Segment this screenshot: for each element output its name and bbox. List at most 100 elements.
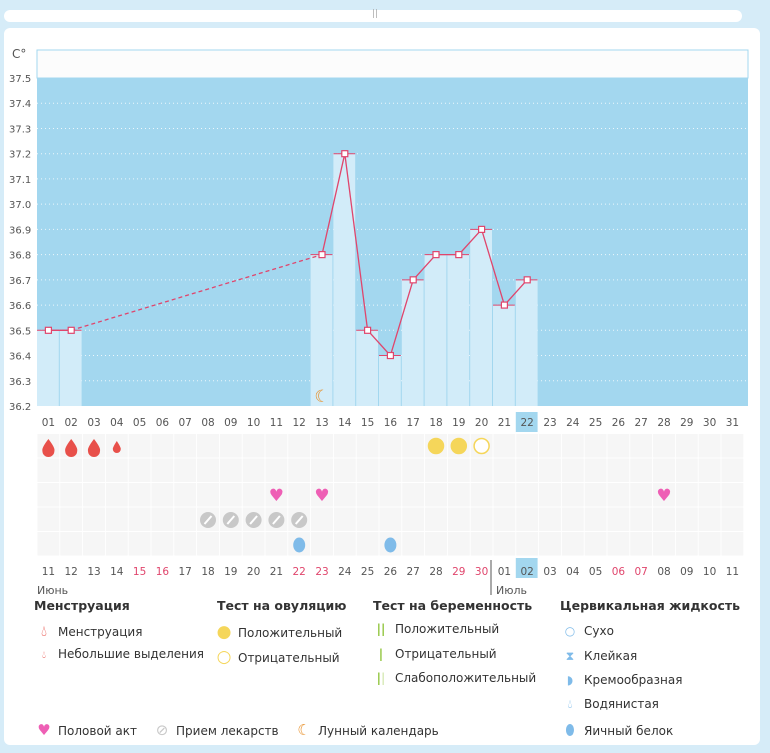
- legend-pregnancy-weak: || Слабоположительный: [371, 671, 537, 685]
- grid-cell: [197, 483, 219, 507]
- y-tick-label: 36.4: [9, 352, 31, 363]
- ovulation-positive-icon: [427, 437, 445, 455]
- grid-cell: [333, 532, 356, 556]
- y-tick-label: 37.2: [9, 150, 31, 161]
- grid-cell: [333, 507, 356, 531]
- grid-cell: [288, 458, 311, 482]
- date-label: 17: [179, 566, 192, 578]
- grid-cell: [265, 458, 288, 482]
- date-label: 23: [315, 566, 328, 578]
- temperature-line: [389, 279, 414, 356]
- pill-stripe: [226, 515, 236, 525]
- grid-cell: [356, 434, 379, 458]
- temperature-point: [44, 326, 53, 334]
- grid-cell: [105, 532, 128, 556]
- small-drop-icon: 💧︎: [42, 650, 46, 661]
- temperature-bar: [424, 254, 447, 406]
- cycle-day-label: 28: [657, 417, 670, 429]
- grid-cell: [356, 507, 379, 531]
- temperature-point: [341, 150, 349, 158]
- date-label: 07: [635, 566, 648, 578]
- date-label: 04: [566, 566, 580, 578]
- filled-circle-icon: ●: [216, 622, 232, 642]
- y-tick-label: 36.6: [9, 301, 31, 312]
- grid-cell: [539, 458, 561, 482]
- grid-cell: [105, 483, 128, 507]
- date-label: 05: [589, 566, 602, 578]
- blood-drop-icon: [65, 439, 78, 458]
- grid-cell: [653, 458, 675, 482]
- grid-cell: [630, 507, 653, 531]
- grid-cell: [630, 458, 653, 482]
- grid-cell: [470, 532, 493, 556]
- pill-stripe: [249, 515, 258, 525]
- grid-cell: [105, 507, 128, 531]
- grid-cell: [470, 483, 493, 507]
- grid-cell: [37, 458, 60, 482]
- grid-cell: [584, 434, 607, 458]
- grid-cell: [675, 532, 698, 556]
- grid-cell: [470, 507, 493, 531]
- date-label: 25: [361, 566, 374, 578]
- temperature-bar: [493, 305, 515, 406]
- grid-cell: [425, 458, 447, 482]
- date-label: 02: [521, 566, 534, 578]
- grid-cell: [174, 434, 197, 458]
- grid-cell: [311, 458, 333, 482]
- y-tick-label: 37.3: [9, 124, 31, 135]
- resize-grip-icon[interactable]: ||: [372, 9, 379, 19]
- grid-cell: [584, 483, 607, 507]
- legend-label: Клейкая: [584, 649, 638, 663]
- grid-cell: [607, 483, 630, 507]
- half-drop-icon: ◗: [566, 673, 574, 687]
- grid-cell: [356, 458, 379, 482]
- grid-cell: [653, 483, 675, 507]
- grid-cell: [379, 458, 402, 482]
- drop-icon: 💧︎: [567, 697, 573, 711]
- cycle-day-label: 06: [156, 417, 170, 429]
- grid-cell: [561, 532, 584, 556]
- legend-ovulation-title: Тест на овуляцию: [217, 598, 347, 613]
- grid-cell: [197, 434, 219, 458]
- cycle-day-label: 02: [65, 417, 78, 429]
- cycle-day-label: 05: [133, 417, 146, 429]
- y-tick-label: 37.0: [9, 200, 31, 211]
- temperature-point: [318, 251, 326, 259]
- cycle-day-label: 30: [703, 417, 716, 429]
- grid-cell: [60, 532, 83, 556]
- y-tick-label: 37.5: [9, 74, 31, 85]
- grid-cell: [653, 434, 675, 458]
- grid-cell: [379, 483, 402, 507]
- date-label: 27: [407, 566, 420, 578]
- ovulation-positive-icon: [450, 437, 468, 455]
- legend-label: Сухо: [584, 624, 614, 638]
- grid-cell: [197, 532, 219, 556]
- grid-cell: [402, 458, 425, 482]
- grid-cell: [516, 483, 539, 507]
- legend-cervical-title: Цервикальная жидкость: [560, 598, 741, 613]
- grid-cell: [37, 532, 60, 556]
- y-tick-label: 36.9: [9, 225, 31, 236]
- grid-cell: [516, 507, 539, 531]
- faint-lines-icon: ||: [376, 671, 386, 685]
- cycle-day-label: 29: [680, 417, 693, 429]
- grid-cell: [493, 483, 516, 507]
- egg-white-icon: [293, 537, 306, 553]
- temperature-bar: [401, 279, 424, 406]
- grid-cell: [698, 483, 721, 507]
- ovulation-negative-icon: [473, 437, 490, 455]
- grid-cell: [447, 507, 470, 531]
- grid-cell: [128, 532, 151, 556]
- grid-cell: [311, 434, 333, 458]
- cycle-day-label: 18: [429, 417, 442, 429]
- grid-cell: [698, 532, 721, 556]
- cycle-day-label: 10: [247, 417, 260, 429]
- top-scrollbar[interactable]: ||: [4, 9, 742, 22]
- legend-label: Положительный: [238, 626, 343, 640]
- grid-cell: [721, 532, 744, 556]
- blood-drop-icon: [42, 439, 55, 458]
- date-label: 12: [65, 566, 78, 578]
- grid-cell: [37, 483, 60, 507]
- grid-cell: [151, 532, 174, 556]
- grid-cell: [516, 434, 539, 458]
